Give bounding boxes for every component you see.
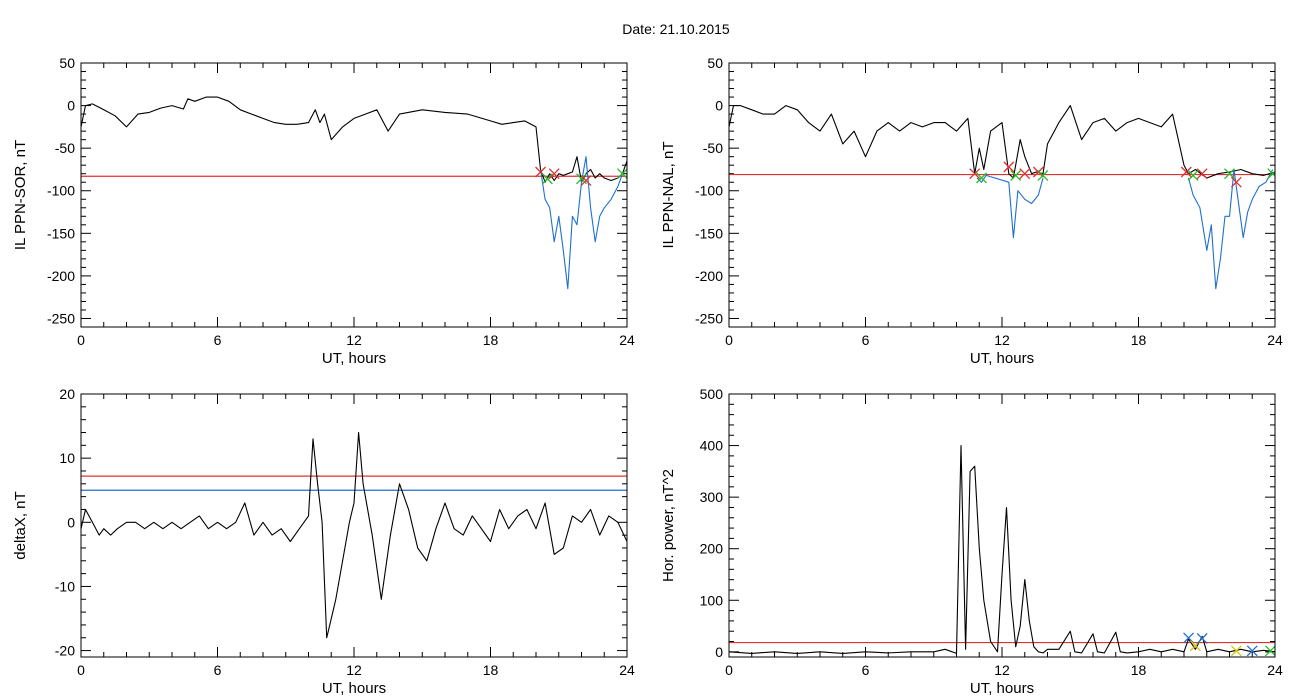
x-tick-label: 18 (1131, 332, 1147, 348)
chart-panel-p1: 0 6 12 18 24 -250 -200 -150 -100 -50 0 50 UT, hours I… (12, 55, 635, 367)
y-tick-label: -100 (695, 183, 723, 199)
x-axis-label: UT, hours (322, 680, 386, 697)
y-tick-label: 200 (700, 541, 724, 557)
series-line-0 (81, 96, 627, 183)
y-tick-label: -100 (47, 183, 75, 199)
x-marker (969, 168, 981, 180)
x-marker (1037, 169, 1049, 181)
x-tick-label: 0 (77, 332, 85, 348)
x-tick-label: 6 (862, 332, 870, 348)
x-tick-label: 0 (77, 662, 85, 678)
y-tick-label: 50 (707, 55, 723, 71)
x-tick-label: 12 (346, 662, 362, 678)
x-tick-label: 12 (994, 662, 1010, 678)
x-tick-label: 24 (1267, 332, 1283, 348)
plot-frame (728, 62, 1276, 328)
x-marker (976, 172, 987, 184)
y-tick-label: 50 (59, 55, 75, 71)
series-line-2 (1187, 168, 1274, 290)
x-marker (1224, 168, 1235, 180)
plot-area (81, 431, 627, 639)
x-tick-label: 0 (725, 332, 733, 348)
x-marker (1180, 166, 1192, 178)
y-axis-label: deltaX, nT (12, 491, 29, 559)
plot-frame (80, 393, 628, 658)
x-marker (580, 175, 592, 186)
y-tick-label: 100 (700, 592, 724, 608)
x-marker (1019, 168, 1031, 180)
y-tick-label: -250 (695, 310, 723, 326)
x-axis-label: UT, hours (970, 680, 1034, 697)
chart-panel-p3: 0 6 12 18 24 -20 -10 0 10 20 UT, hours deltaX, nT (12, 386, 635, 697)
y-tick-label: 500 (700, 386, 724, 402)
x-axis-label: UT, hours (970, 350, 1034, 367)
x-tick-label: 24 (619, 662, 635, 678)
y-axis-label: IL PPN-SOR, nT (12, 140, 29, 250)
series-line-0 (81, 431, 627, 639)
x-tick-label: 6 (214, 332, 222, 348)
x-tick-label: 6 (214, 662, 222, 678)
plot-area (81, 96, 627, 290)
series-line-1 (976, 174, 1044, 239)
x-tick-label: 6 (862, 662, 870, 678)
y-tick-label: -200 (695, 268, 723, 284)
y-tick-label: 400 (700, 438, 724, 454)
y-tick-label: 20 (59, 386, 75, 402)
x-marker (541, 173, 553, 185)
x-marker (1230, 176, 1242, 188)
series-line-0 (729, 105, 1275, 179)
x-tick-label: 24 (1267, 662, 1283, 678)
x-marker (1003, 161, 1015, 173)
y-tick-label: 0 (715, 98, 723, 114)
y-tick-label: 0 (67, 514, 75, 530)
y-tick-label: -150 (695, 225, 723, 241)
y-tick-label: 0 (67, 98, 75, 114)
plot-frame (80, 62, 628, 328)
chart-panel-p4: 0 6 12 18 24 0 100 200 300 400 500 UT, hours Hor. po… (660, 386, 1283, 697)
y-axis-label: IL PPN-NAL, nT (660, 142, 677, 249)
plot-frame (728, 393, 1276, 658)
x-tick-label: 24 (619, 332, 635, 348)
y-tick-label: -50 (55, 140, 75, 156)
x-tick-label: 18 (1131, 662, 1147, 678)
y-tick-label: -200 (47, 268, 75, 284)
x-tick-label: 18 (483, 332, 499, 348)
y-tick-label: -250 (47, 310, 75, 326)
x-marker (616, 168, 627, 180)
x-marker (1230, 645, 1242, 657)
y-tick-label: 10 (59, 450, 75, 466)
x-axis-label: UT, hours (322, 350, 386, 367)
y-axis-label: Hor. power, nT^2 (660, 469, 677, 582)
plot-area (729, 445, 1275, 657)
series-line-1 (539, 156, 624, 290)
y-tick-label: 0 (715, 644, 723, 660)
y-tick-label: -20 (55, 643, 75, 659)
x-tick-label: 0 (725, 662, 733, 678)
series-line-0 (729, 445, 1275, 654)
x-marker (1196, 632, 1208, 644)
figure-title: Date: 21.10.2015 (622, 21, 730, 37)
x-marker (1196, 168, 1208, 180)
x-marker (548, 168, 560, 180)
y-tick-label: -10 (55, 578, 75, 594)
x-tick-label: 12 (994, 332, 1010, 348)
x-tick-label: 12 (346, 332, 362, 348)
x-marker (1032, 166, 1044, 178)
y-tick-label: 300 (700, 489, 724, 505)
x-marker (1010, 169, 1022, 181)
x-tick-label: 18 (483, 662, 499, 678)
y-tick-label: -50 (703, 140, 723, 156)
y-tick-label: -150 (47, 225, 75, 241)
x-marker (1264, 645, 1275, 657)
x-marker (1267, 168, 1275, 180)
x-marker (1246, 645, 1258, 657)
chart-panel-p2: 0 6 12 18 24 -250 -200 -150 -100 -50 0 50 UT, hours I… (660, 55, 1283, 367)
x-marker (1187, 169, 1199, 181)
plot-area (729, 105, 1275, 290)
